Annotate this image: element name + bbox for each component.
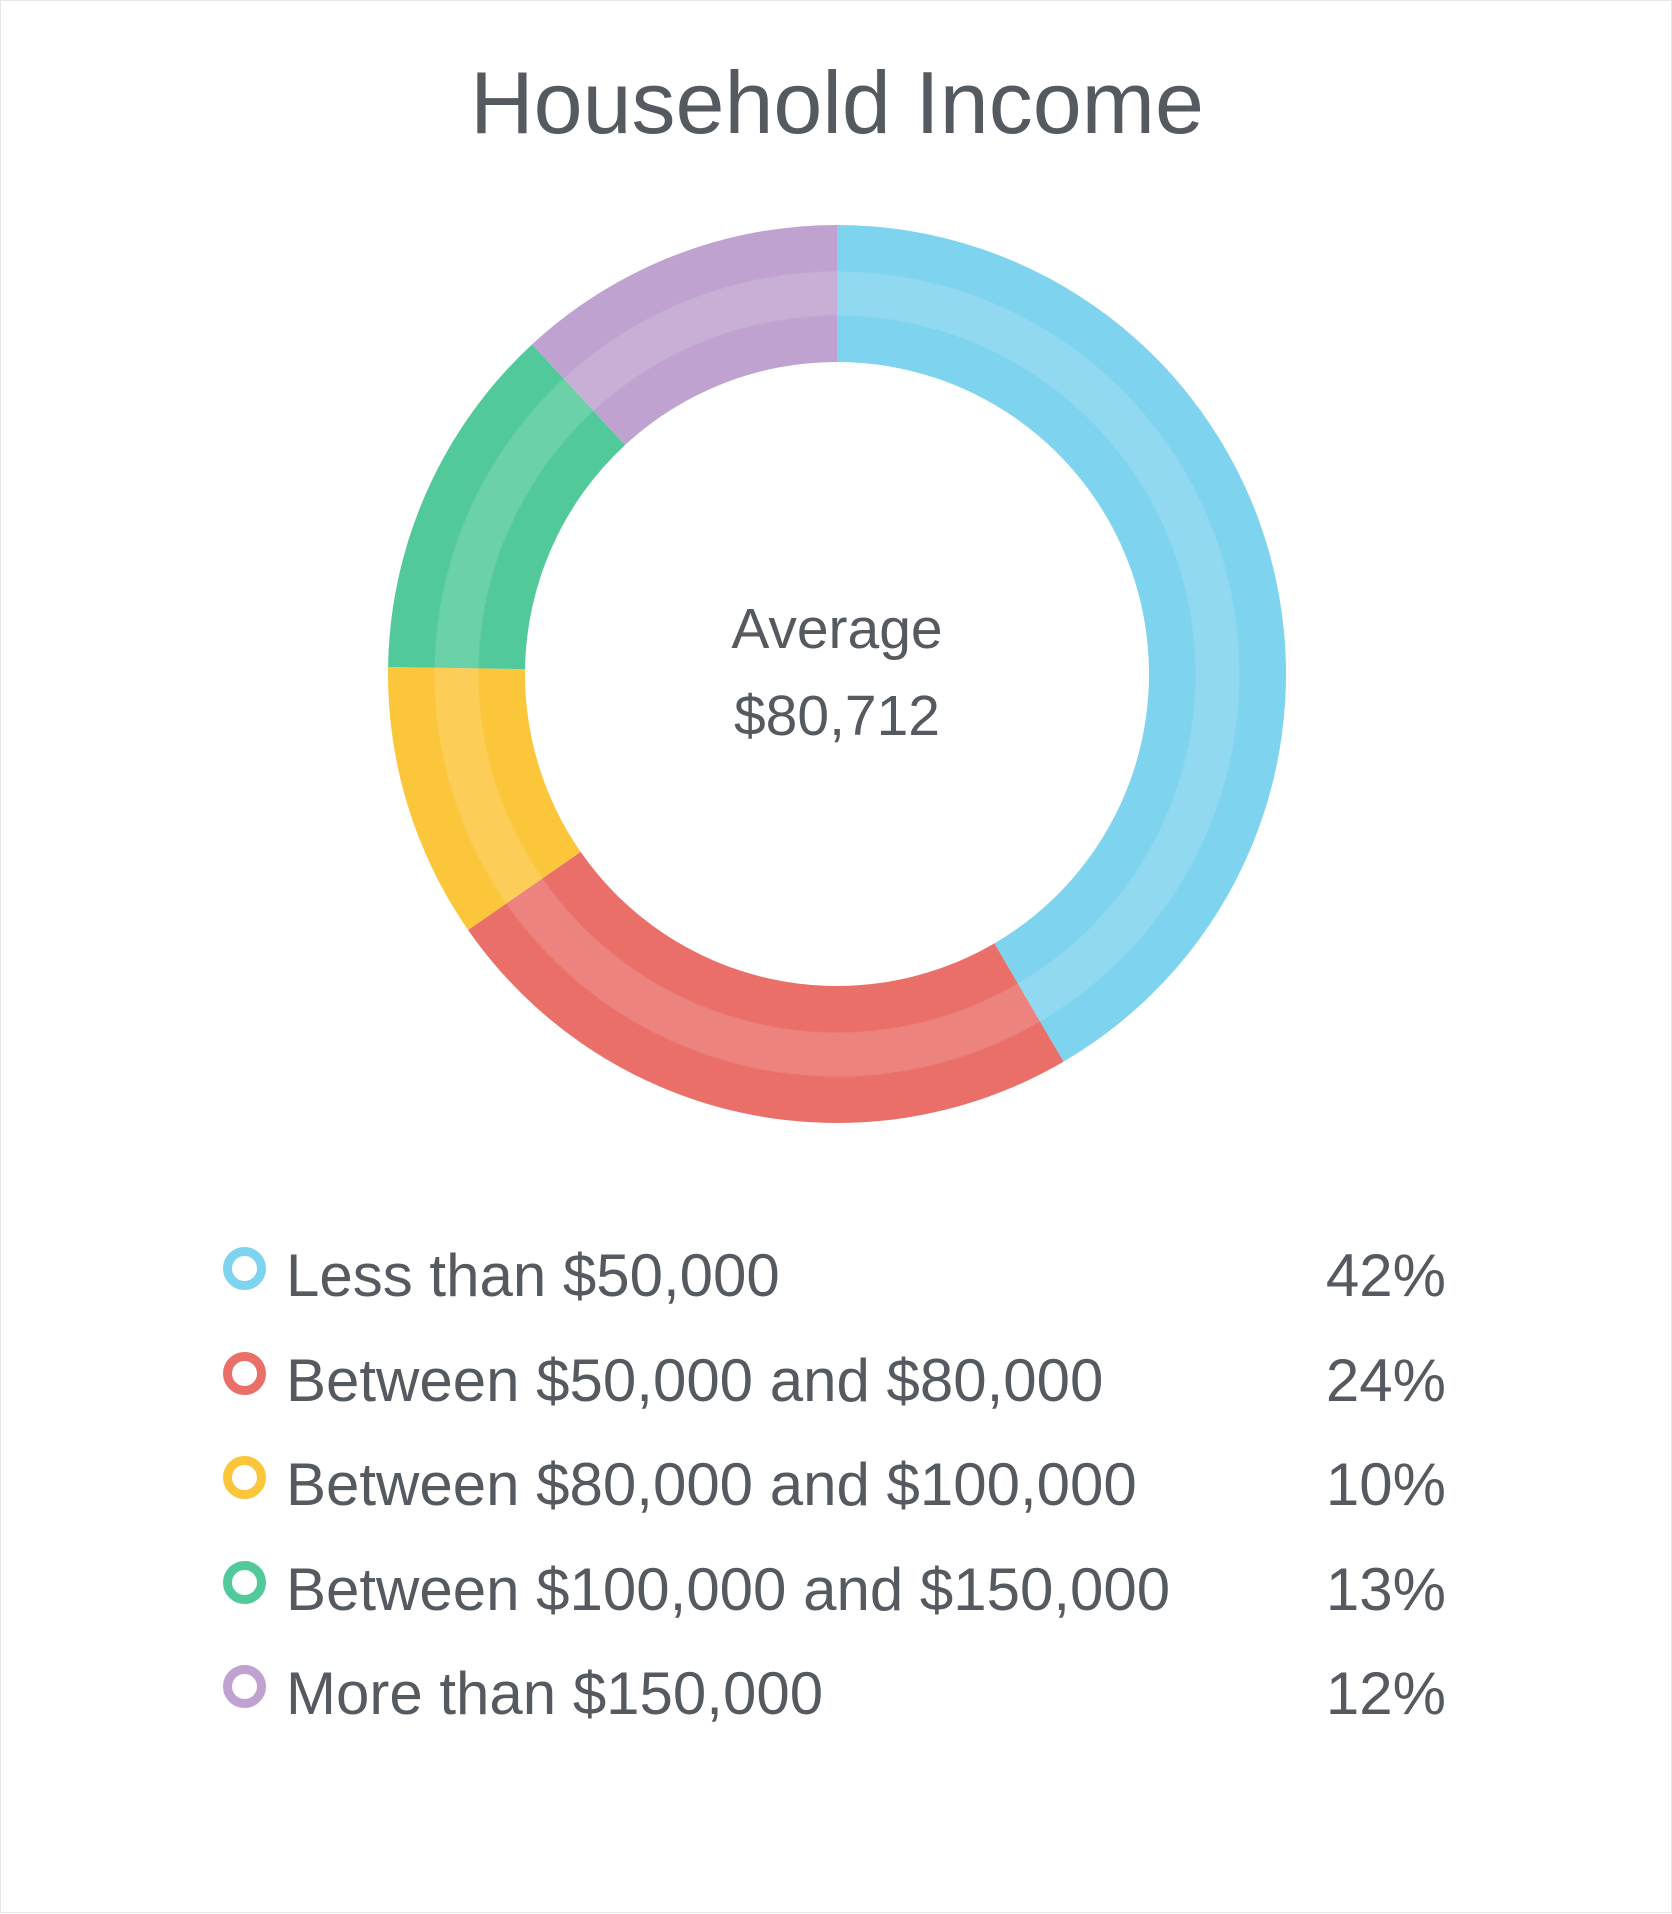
legend-item[interactable]: Between $100,000 and $150,000 13% (214, 1540, 1446, 1645)
legend-value: 42% (1325, 1242, 1446, 1309)
donut-slice-highlight (563, 271, 837, 411)
legend-label: Between $80,000 and $100,000 (286, 1451, 1137, 1518)
legend: Less than $50,000 42% Between $50,000 an… (214, 1226, 1446, 1749)
legend-value: 10% (1325, 1451, 1446, 1518)
donut-slice-highlight (434, 667, 543, 904)
legend-label: Between $100,000 and $150,000 (286, 1555, 1171, 1623)
center-value: $80,712 (733, 684, 941, 748)
donut-slice-highlight (434, 378, 594, 669)
legend-item[interactable]: More than $150,000 12% (214, 1644, 1446, 1749)
legend-item[interactable]: Between $50,000 and $80,000 24% (214, 1331, 1446, 1436)
legend-item[interactable]: Less than $50,000 42% (214, 1226, 1446, 1331)
legend-value: 12% (1325, 1660, 1446, 1727)
legend-item[interactable]: Between $80,000 and $100,000 10% (214, 1435, 1446, 1540)
legend-label: More than $150,000 (286, 1660, 824, 1727)
donut-slice-highlight (837, 271, 1240, 1022)
legend-value: 24% (1325, 1346, 1446, 1414)
legend-label: Between $50,000 and $80,000 (286, 1346, 1104, 1414)
legend-marker-icon (223, 1456, 266, 1499)
legend-marker-icon (223, 1665, 266, 1708)
donut-slice-highlight (506, 878, 1041, 1077)
legend-marker-icon (223, 1560, 266, 1604)
legend-value: 13% (1325, 1555, 1446, 1623)
legend-marker-icon (223, 1351, 266, 1395)
center-caption: Average (731, 597, 943, 661)
chart-title: Household Income (470, 53, 1204, 152)
legend-label: Less than $50,000 (286, 1242, 780, 1309)
donut-slice[interactable] (468, 851, 1064, 1123)
legend-marker-icon (223, 1247, 266, 1290)
